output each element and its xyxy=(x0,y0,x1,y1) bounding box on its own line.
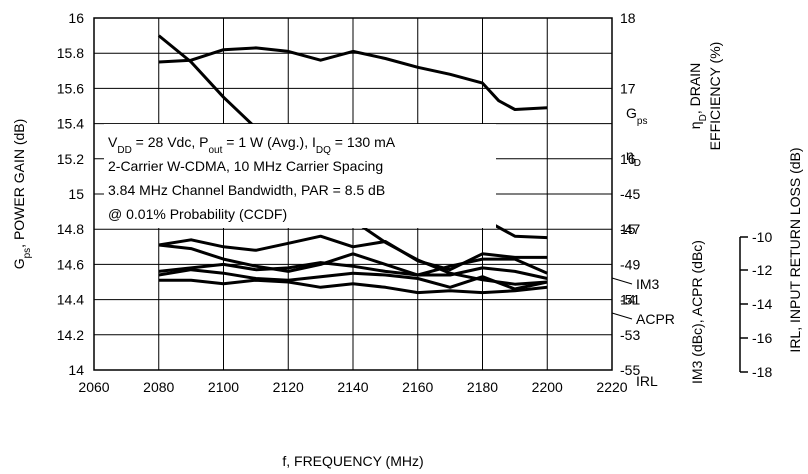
y-left-tick-label: 14.2 xyxy=(57,327,84,343)
efficiency-axis-title-line1: ηD, DRAIN xyxy=(687,63,709,129)
y-left-tick-label: 14 xyxy=(68,362,84,378)
y-right-tick-label: 16 xyxy=(620,151,636,167)
x-tick-label: 2220 xyxy=(596,379,627,395)
y-left-tick-label: 16 xyxy=(68,10,84,26)
irl-tick-label: -18 xyxy=(752,364,772,380)
subscript: out xyxy=(208,145,222,156)
plot-frame xyxy=(93,17,613,371)
irl-tick-label: -10 xyxy=(752,229,772,245)
text-run: η xyxy=(626,147,634,163)
series-acpr-line xyxy=(158,278,548,295)
x-tick-label: 2120 xyxy=(273,379,304,395)
im3-leader xyxy=(611,277,633,285)
subscript: D xyxy=(698,114,709,121)
y-left-tick-label: 15.2 xyxy=(57,151,84,167)
tick-labels: 2060 2080 2100 2120 2140 2160 2180 2200 2220 14 14… xyxy=(57,10,641,395)
x-tick-label: 2180 xyxy=(467,379,498,395)
x-tick-label: 2200 xyxy=(532,379,563,395)
curve-label-im3: IM3 xyxy=(636,276,660,292)
text-run: IRL xyxy=(636,373,658,389)
subscript: ps xyxy=(22,248,33,259)
x-axis-title: f, FREQUENCY (MHz) xyxy=(282,453,423,469)
subscript: DD xyxy=(117,145,131,156)
im3-acpr-tick-label: -51 xyxy=(620,292,640,308)
curve-label-gps: Gps xyxy=(626,105,647,127)
x-tick-label: 2140 xyxy=(337,379,368,395)
im3-acpr-tick-label: -45 xyxy=(620,186,640,202)
y-left-tick-label: 14.8 xyxy=(57,221,84,237)
acpr-leader xyxy=(611,312,633,320)
subscript: ps xyxy=(637,116,648,127)
text-run: G xyxy=(626,105,637,121)
curve-label-irl: IRL xyxy=(636,373,658,389)
efficiency-axis-title-line2: EFFICIENCY (%) xyxy=(707,42,723,151)
y-left-tick-label: 15.8 xyxy=(57,45,84,61)
text-run: , DRAIN xyxy=(687,63,703,114)
im3-acpr-tick-label: -49 xyxy=(620,256,640,272)
series-im3-line xyxy=(158,234,548,272)
conditions-line: 2-Carrier W-CDMA, 10 MHz Carrier Spacing xyxy=(108,158,383,174)
conditions-line: 3.84 MHz Channel Bandwidth, PAR = 8.5 dB xyxy=(108,182,385,198)
conditions-note: VDD = 28 Vdc, Pout = 1 W (Avg.), IDQ = 1… xyxy=(108,134,396,222)
series-acpr-line xyxy=(158,268,548,291)
im3-acpr-tick-label: -55 xyxy=(620,362,640,378)
y-right-tick-label: 14 xyxy=(620,292,636,308)
irl-tick-label: -12 xyxy=(752,262,772,278)
text-run: η xyxy=(687,121,703,129)
text-run: 3.84 MHz Channel Bandwidth, PAR = 8.5 dB xyxy=(108,182,385,198)
text-run: , POWER GAIN (dB) xyxy=(11,119,27,248)
im3-acpr-axis-title: IM3 (dBc), ACPR (dBc) xyxy=(689,240,705,384)
y-right-tick-label: 15 xyxy=(620,221,636,237)
x-tick-label: 2100 xyxy=(208,379,239,395)
conditions-line: VDD = 28 Vdc, Pout = 1 W (Avg.), IDQ = 1… xyxy=(108,134,396,156)
x-tick-label: 2080 xyxy=(143,379,174,395)
im3-acpr-tick-label: -47 xyxy=(620,221,640,237)
y-right-tick-label: 17 xyxy=(620,80,636,96)
text-run: ACPR xyxy=(636,311,675,327)
text-run: @ 0.01% Probability (CCDF) xyxy=(108,206,287,222)
conditions-box xyxy=(104,124,496,228)
text-run: IM3 xyxy=(636,276,660,292)
y-left-tick-label: 15 xyxy=(68,186,84,202)
irl-tick-label: -14 xyxy=(752,296,772,312)
text-run: 2-Carrier W-CDMA, 10 MHz Carrier Spacing xyxy=(108,158,383,174)
text-run: V xyxy=(108,134,118,150)
series-gps-line xyxy=(158,46,548,111)
y-left-tick-label: 14.6 xyxy=(57,256,84,272)
text-run: G xyxy=(11,258,27,269)
text-run: = 130 mA xyxy=(331,134,396,150)
series-im3-line xyxy=(158,261,548,280)
axis-titles: f, FREQUENCY (MHz)Gps, POWER GAIN (dB) ηD… xyxy=(11,42,803,469)
subscript: D xyxy=(634,158,641,169)
text-run: = 28 Vdc, P xyxy=(132,134,209,150)
x-tick-label: 2060 xyxy=(78,379,109,395)
irl-axis-title: IRL, INPUT RETURN LOSS (dB) xyxy=(787,147,803,352)
text-run: = 1 W (Avg.), I xyxy=(222,134,316,150)
x-tick-label: 2160 xyxy=(402,379,433,395)
irl-axis: -10 -12 -14 -16 -18 xyxy=(739,229,772,380)
y-left-tick-label: 15.6 xyxy=(57,80,84,96)
curve-label-d: ηD xyxy=(626,147,641,169)
subscript: DQ xyxy=(316,145,331,156)
curve-labels: Gps ηD IM3 ACPR IRL xyxy=(611,105,675,389)
y-right-tick-label: 18 xyxy=(620,10,636,26)
series-im3-line xyxy=(158,243,548,277)
y-left-tick-label: 14.4 xyxy=(57,292,84,308)
conditions-line: @ 0.01% Probability (CCDF) xyxy=(108,206,287,222)
y-left-tick-label: 15.4 xyxy=(57,116,84,132)
y-left-axis-title: Gps, POWER GAIN (dB) xyxy=(11,119,33,270)
curve-label-acpr: ACPR xyxy=(636,311,675,327)
im3-acpr-tick-label: -53 xyxy=(620,327,640,343)
irl-tick-label: -16 xyxy=(752,330,772,346)
